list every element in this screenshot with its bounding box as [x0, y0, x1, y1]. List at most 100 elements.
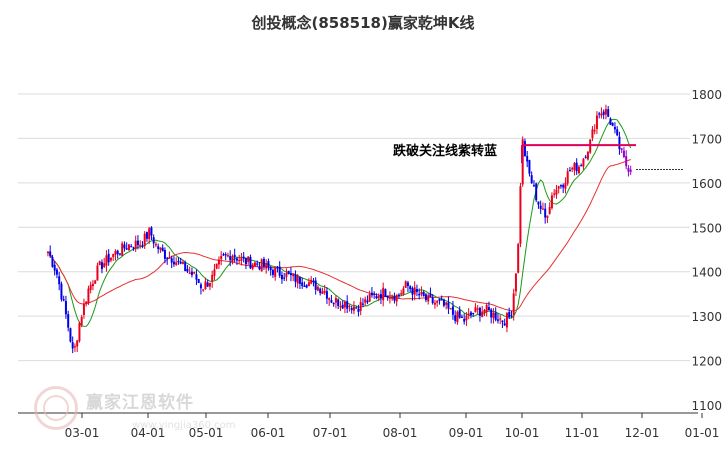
candle-body	[152, 237, 155, 244]
candle-body	[494, 312, 497, 320]
candle-body	[562, 185, 565, 188]
candle-body	[82, 303, 85, 315]
candle-body	[431, 297, 434, 304]
candle-body	[269, 266, 272, 271]
candle-body	[393, 296, 396, 301]
candle-body	[80, 317, 83, 326]
candle-body	[447, 302, 450, 309]
x-tick-label: 07-01	[313, 426, 348, 440]
candle-body	[375, 296, 378, 299]
candle-body	[357, 308, 360, 313]
y-tick-label: 1400	[691, 266, 722, 280]
candle-body	[127, 244, 130, 251]
candle-body	[145, 232, 148, 239]
candle-body	[553, 193, 556, 195]
candle-body	[460, 316, 463, 318]
candle-body	[247, 256, 250, 262]
y-tick-label: 1500	[691, 221, 722, 235]
candle-body	[476, 308, 479, 310]
candle-body	[55, 269, 58, 275]
candle-body	[485, 305, 488, 313]
candle-body	[350, 307, 353, 310]
candle-body	[586, 151, 589, 160]
candle-body	[235, 258, 238, 261]
candle-body	[325, 291, 328, 299]
candle-body	[53, 264, 56, 271]
candle-body	[280, 274, 283, 280]
candle-body	[226, 255, 229, 257]
candle-body	[314, 280, 317, 290]
candle-body	[384, 289, 387, 297]
candle-body	[202, 289, 205, 291]
candle-body	[213, 269, 216, 276]
candle-body	[530, 175, 533, 184]
candle-body	[103, 263, 106, 268]
candle-body	[229, 255, 232, 261]
candle-body	[159, 247, 162, 250]
candle-body	[71, 342, 74, 349]
candle-body	[188, 272, 191, 274]
candle-body	[121, 243, 124, 256]
x-tick-label: 08-01	[383, 426, 418, 440]
candle-body	[429, 293, 432, 297]
candle-body	[377, 296, 380, 299]
candle-body	[186, 268, 189, 272]
candle-body	[526, 156, 529, 162]
y-tick-label: 1700	[691, 132, 722, 146]
candle-body	[391, 296, 394, 300]
candle-body	[481, 311, 484, 317]
candle-body	[49, 251, 52, 257]
candle-body	[73, 346, 76, 348]
candle-body	[134, 240, 137, 250]
candle-body	[539, 205, 542, 209]
candle-body	[490, 309, 493, 318]
candle-body	[312, 280, 315, 282]
candle-body	[373, 293, 376, 296]
candle-body	[69, 328, 72, 342]
watermark-text: 赢家江恩软件	[86, 393, 194, 413]
candle-body	[559, 185, 562, 187]
candle-body	[204, 281, 207, 290]
candle-body	[316, 286, 319, 291]
candle-body	[359, 301, 362, 311]
candle-body	[150, 227, 153, 236]
candle-body	[546, 215, 549, 218]
candle-body	[215, 263, 218, 269]
candle-body	[622, 150, 625, 158]
y-tick-label: 1200	[691, 355, 722, 369]
ma-short-line	[47, 118, 632, 327]
candle-body	[154, 244, 157, 246]
candle-body	[609, 118, 612, 125]
candle-body	[366, 300, 369, 303]
candle-body	[62, 299, 65, 301]
candle-body	[501, 320, 504, 323]
candle-body	[168, 257, 171, 259]
candle-body	[67, 314, 70, 328]
candle-body	[100, 262, 103, 270]
candle-body	[582, 158, 585, 167]
candle-body	[364, 299, 367, 303]
candle-body	[271, 269, 274, 275]
candle-body	[96, 265, 99, 281]
candle-body	[301, 282, 304, 286]
candle-body	[600, 113, 603, 116]
x-tick-label: 03-01	[65, 426, 100, 440]
candle-body	[577, 166, 580, 174]
candle-body	[352, 306, 355, 311]
candle-body	[395, 294, 398, 302]
candle-body	[141, 245, 144, 248]
candle-body	[285, 272, 288, 277]
candle-body	[411, 288, 414, 295]
candle-body	[260, 259, 263, 272]
candle-body	[298, 277, 301, 284]
candle-body	[321, 291, 324, 295]
candle-body	[132, 247, 135, 249]
candle-body	[105, 255, 108, 266]
candle-body	[629, 169, 632, 172]
candle-body	[361, 303, 364, 305]
candle-body	[436, 301, 439, 303]
candle-body	[179, 261, 182, 264]
candle-body	[510, 315, 513, 317]
candle-body	[620, 148, 623, 151]
